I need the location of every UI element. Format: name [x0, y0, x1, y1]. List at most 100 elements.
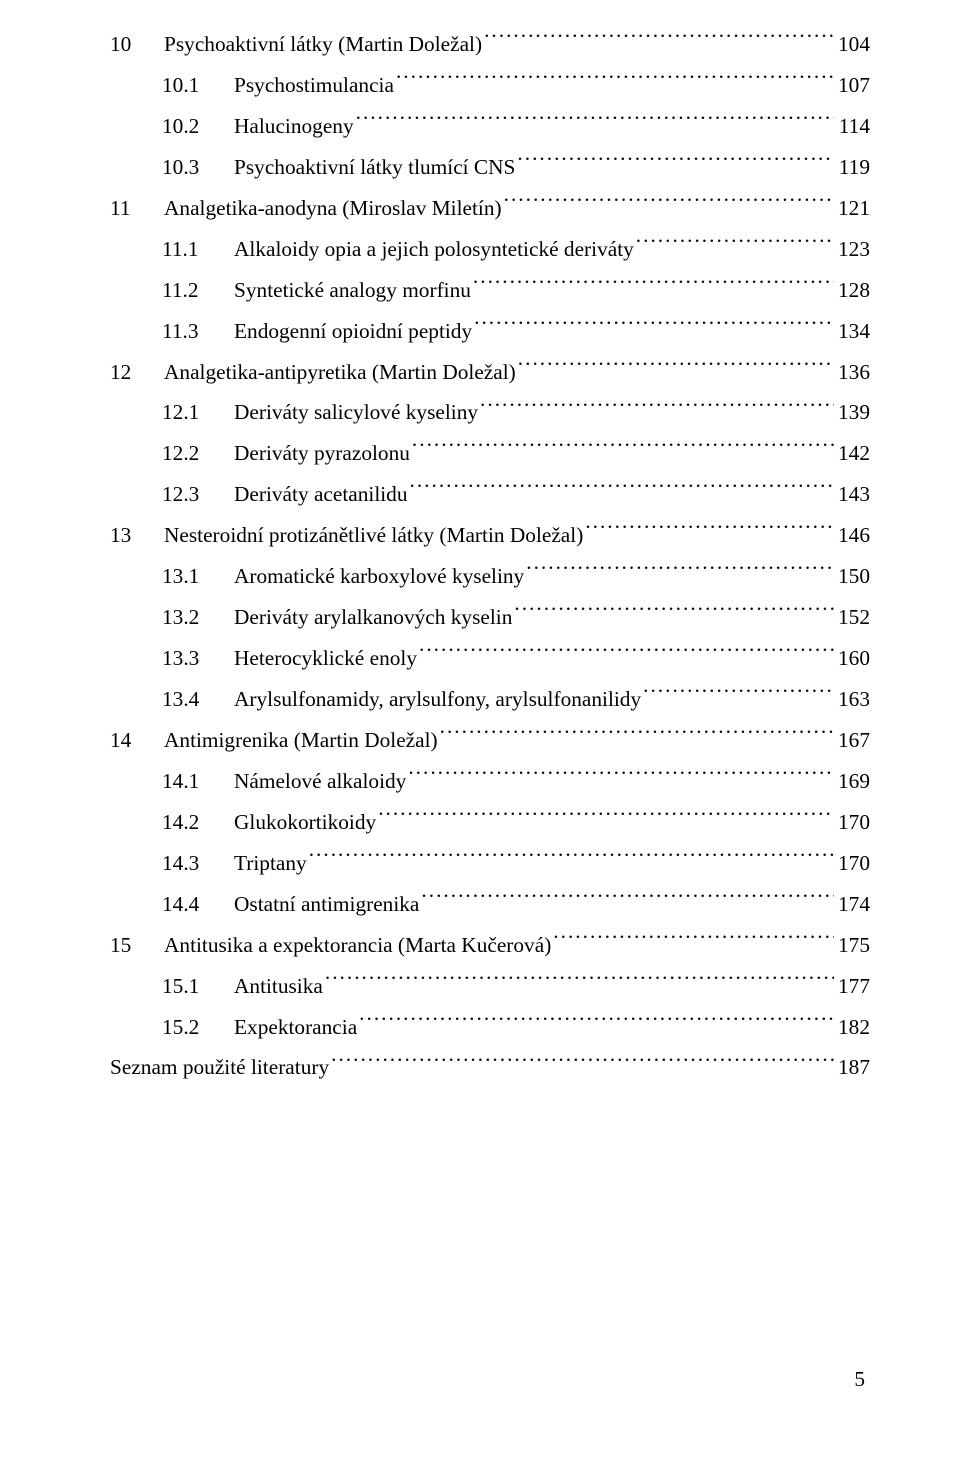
toc-entry-title: Expektorancia: [234, 1007, 357, 1048]
toc-entry: 13.1Aromatické karboxylové kyseliny 150: [110, 556, 870, 597]
toc-entry-page: 143: [838, 474, 870, 515]
toc-leader-dots: [419, 644, 834, 665]
toc-entry-page: 182: [838, 1007, 870, 1048]
toc-entry-page: 119: [838, 147, 870, 188]
toc-entry-number: 13: [110, 515, 164, 556]
toc-entry-title: Deriváty arylalkanových kyselin: [234, 597, 512, 638]
toc-entry-page: 150: [838, 556, 870, 597]
toc-leader-dots: [325, 971, 834, 992]
toc-entry-page: 170: [838, 802, 870, 843]
toc-leader-dots: [517, 152, 834, 173]
toc-entry-page: 104: [838, 24, 870, 65]
toc-entry-page: 152: [838, 597, 870, 638]
toc-leader-dots: [514, 603, 834, 624]
toc-entry: 12.3Deriváty acetanilidu 143: [110, 474, 870, 515]
toc-entry: 14.1Námelové alkaloidy 169: [110, 761, 870, 802]
toc-entry-page: 139: [838, 392, 870, 433]
toc-leader-dots: [440, 726, 834, 747]
toc-entry-title: Antitusika: [234, 966, 323, 1007]
toc-entry-number: 11.2: [162, 270, 234, 311]
toc-entry-title: Arylsulfonamidy, arylsulfony, arylsulfon…: [234, 679, 641, 720]
toc-entry-page: 136: [838, 352, 870, 393]
toc-entry-number: 14.1: [162, 761, 234, 802]
toc-entry: 13.3Heterocyklické enoly 160: [110, 638, 870, 679]
toc-entry-number: 12.2: [162, 433, 234, 474]
toc-entry-title: Antimigrenika (Martin Doležal): [164, 720, 438, 761]
toc-entry-page: 175: [838, 925, 870, 966]
toc-entry: 14.2Glukokortikoidy 170: [110, 802, 870, 843]
toc-entry-title: Psychostimulancia: [234, 65, 394, 106]
toc-entry-page: 177: [838, 966, 870, 1007]
toc-entry-title: Glukokortikoidy: [234, 802, 376, 843]
toc-entry: 14.4Ostatní antimigrenika 174: [110, 884, 870, 925]
toc-entry-page: 121: [838, 188, 870, 229]
toc-entry-title: Triptany: [234, 843, 307, 884]
toc-entry-title: Námelové alkaloidy: [234, 761, 406, 802]
toc-entry-page: 169: [838, 761, 870, 802]
toc-entry: 12.2Deriváty pyrazolonu 142: [110, 433, 870, 474]
toc-entry-number: 12: [110, 352, 164, 393]
toc-entry: 10.1Psychostimulancia 107: [110, 65, 870, 106]
toc-entry-title: Alkaloidy opia a jejich polosyntetické d…: [234, 229, 634, 270]
toc-entry-number: 12.1: [162, 392, 234, 433]
toc-entry: 15.1Antitusika 177: [110, 966, 870, 1007]
toc-entry-page: 146: [838, 515, 870, 556]
toc-entry: 11.3Endogenní opioidní peptidy134: [110, 311, 870, 352]
toc-entry-number: 13.1: [162, 556, 234, 597]
toc-entry: 11.1Alkaloidy opia a jejich polosyntetic…: [110, 229, 870, 270]
toc-entry-number: 13.3: [162, 638, 234, 679]
toc-entry: 14.3Triptany170: [110, 843, 870, 884]
toc-entry-number: 14.2: [162, 802, 234, 843]
toc-entry-title: Psychoaktivní látky tlumící CNS: [234, 147, 515, 188]
toc-leader-dots: [484, 30, 834, 51]
toc-entry-number: 12.3: [162, 474, 234, 515]
toc-entry-title: Deriváty salicylové kyseliny: [234, 392, 478, 433]
toc-entry-title: Antitusika a expektorancia (Marta Kučero…: [164, 925, 551, 966]
toc-entry-title: Halucinogeny: [234, 106, 354, 147]
table-of-contents: 10Psychoaktivní látky (Martin Doležal)10…: [110, 24, 870, 1088]
toc-entry-number: 14.4: [162, 884, 234, 925]
toc-entry-title: Nesteroidní protizánětlivé látky (Martin…: [164, 515, 583, 556]
toc-entry-title: Syntetické analogy morfinu: [234, 270, 471, 311]
toc-entry-page: 107: [838, 65, 870, 106]
toc-entry-title: Ostatní antimigrenika: [234, 884, 419, 925]
toc-entry-page: 187: [838, 1047, 870, 1088]
toc-entry-page: 174: [838, 884, 870, 925]
toc-entry: 14Antimigrenika (Martin Doležal) 167: [110, 720, 870, 761]
toc-entry-page: 142: [838, 433, 870, 474]
toc-entry: 10.2Halucinogeny114: [110, 106, 870, 147]
toc-entry: Seznam použité literatury 187: [110, 1047, 870, 1088]
toc-entry-title: Aromatické karboxylové kyseliny: [234, 556, 524, 597]
toc-entry-number: 10.3: [162, 147, 234, 188]
toc-leader-dots: [356, 112, 834, 133]
toc-entry-page: 134: [838, 311, 870, 352]
toc-entry-number: 15.2: [162, 1007, 234, 1048]
toc-leader-dots: [408, 767, 834, 788]
toc-leader-dots: [473, 275, 834, 296]
toc-entry-number: 15: [110, 925, 164, 966]
toc-leader-dots: [412, 439, 834, 460]
toc-leader-dots: [396, 71, 834, 92]
toc-entry: 15Antitusika a expektorancia (Marta Kuče…: [110, 925, 870, 966]
toc-entry: 12.1Deriváty salicylové kyseliny 139: [110, 392, 870, 433]
toc-entry-number: 15.1: [162, 966, 234, 1007]
toc-entry-page: 167: [838, 720, 870, 761]
toc-leader-dots: [526, 562, 834, 583]
toc-entry-title: Analgetika-antipyretika (Martin Doležal): [164, 352, 516, 393]
toc-entry-page: 123: [838, 229, 870, 270]
toc-leader-dots: [410, 480, 834, 501]
toc-entry-number: 10.1: [162, 65, 234, 106]
toc-entry-title: Psychoaktivní látky (Martin Doležal): [164, 24, 482, 65]
toc-entry: 11Analgetika-anodyna (Miroslav Miletín)1…: [110, 188, 870, 229]
toc-entry-title: Analgetika-anodyna (Miroslav Miletín): [164, 188, 502, 229]
toc-entry-title: Deriváty pyrazolonu: [234, 433, 410, 474]
toc-entry: 10Psychoaktivní látky (Martin Doležal)10…: [110, 24, 870, 65]
toc-entry-title: Seznam použité literatury: [110, 1047, 329, 1088]
toc-entry-page: 160: [838, 638, 870, 679]
toc-entry-title: Deriváty acetanilidu: [234, 474, 408, 515]
toc-leader-dots: [309, 848, 834, 869]
toc-leader-dots: [331, 1053, 834, 1074]
toc-entry-number: 14.3: [162, 843, 234, 884]
toc-entry-title: Heterocyklické enoly: [234, 638, 417, 679]
toc-entry-number: 14: [110, 720, 164, 761]
